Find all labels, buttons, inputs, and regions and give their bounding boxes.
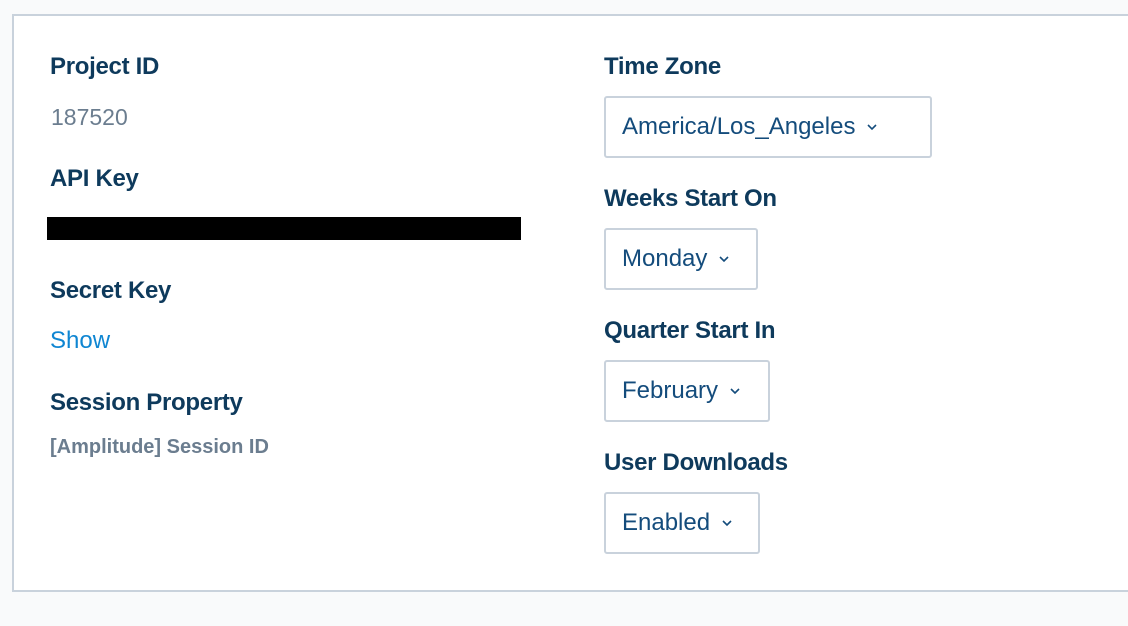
user-downloads-label: User Downloads	[604, 449, 788, 476]
quarter-start-value: February	[622, 377, 719, 404]
chevron-down-icon	[719, 256, 729, 263]
time-zone-dropdown[interactable]: America/Los_Angeles	[604, 96, 932, 158]
chevron-down-icon	[722, 520, 732, 527]
user-downloads-dropdown[interactable]: Enabled	[604, 492, 760, 554]
api-key-redacted	[47, 217, 521, 240]
project-id-label: Project ID	[50, 53, 160, 80]
session-property-value: [Amplitude] Session ID	[50, 436, 269, 458]
chevron-down-icon	[730, 388, 740, 395]
quarter-start-label: Quarter Start In	[604, 317, 776, 344]
quarter-start-dropdown[interactable]: February	[604, 360, 770, 422]
weeks-start-value: Monday	[622, 245, 708, 272]
weeks-start-label: Weeks Start On	[604, 185, 777, 212]
project-settings-panel	[12, 14, 1128, 592]
weeks-start-dropdown[interactable]: Monday	[604, 228, 758, 290]
time-zone-value: America/Los_Angeles	[622, 113, 856, 140]
user-downloads-value: Enabled	[622, 509, 711, 536]
api-key-label: API Key	[50, 165, 139, 192]
project-id-value: 187520	[51, 104, 128, 130]
session-property-label: Session Property	[50, 389, 243, 416]
chevron-down-icon	[867, 124, 878, 131]
secret-key-label: Secret Key	[50, 277, 172, 304]
show-secret-key-link[interactable]: Show	[50, 327, 111, 354]
time-zone-label: Time Zone	[604, 53, 721, 80]
